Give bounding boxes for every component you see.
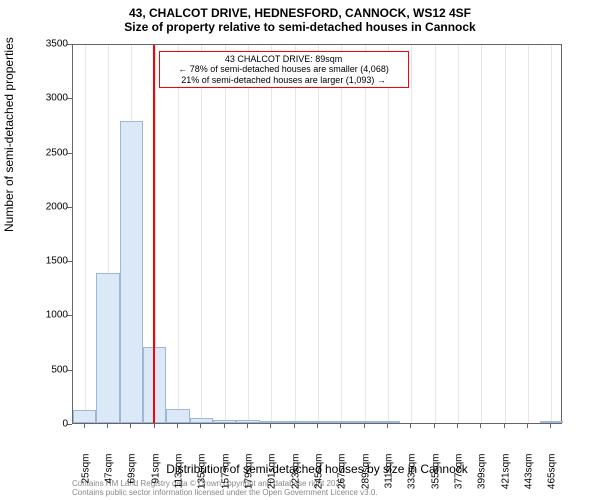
gridline-vertical: [341, 45, 342, 423]
x-tick-label: 333sqm: [407, 454, 418, 494]
histogram-bar: [143, 347, 166, 423]
x-tick-label: 311sqm: [384, 454, 395, 494]
histogram-bar: [166, 409, 189, 423]
chart-page: 43, CHALCOT DRIVE, HEDNESFORD, CANNOCK, …: [0, 0, 600, 500]
x-tick-label: 399sqm: [477, 454, 488, 494]
x-tick-mark: [107, 423, 108, 428]
y-tick-label: 2000: [8, 201, 68, 212]
histogram-bar: [96, 273, 119, 423]
x-tick-label: 355sqm: [430, 454, 441, 494]
gridline-vertical: [411, 45, 412, 423]
y-tick-label: 3500: [8, 39, 68, 50]
gridline-vertical: [225, 45, 226, 423]
x-tick-label: 157sqm: [220, 454, 231, 494]
histogram-bar: [73, 410, 96, 423]
x-tick-mark: [480, 423, 481, 428]
x-tick-mark: [270, 423, 271, 428]
gridline-vertical: [201, 45, 202, 423]
annotation-line1: 43 CHALCOT DRIVE: 89sqm: [164, 54, 404, 64]
annotation-line2: ← 78% of semi-detached houses are smalle…: [164, 64, 404, 74]
x-tick-label: 91sqm: [150, 454, 161, 494]
x-tick-mark: [200, 423, 201, 428]
x-tick-mark: [340, 423, 341, 428]
plot-area: 43 CHALCOT DRIVE: 89sqm← 78% of semi-det…: [72, 44, 562, 424]
y-tick-label: 2500: [8, 147, 68, 158]
gridline-vertical: [458, 45, 459, 423]
x-tick-mark: [247, 423, 248, 428]
x-tick-mark: [130, 423, 131, 428]
x-tick-label: 421sqm: [500, 454, 511, 494]
gridline-vertical: [481, 45, 482, 423]
x-tick-mark: [154, 423, 155, 428]
x-tick-label: 47sqm: [104, 454, 115, 494]
y-tick-label: 1000: [8, 310, 68, 321]
x-tick-mark: [364, 423, 365, 428]
x-tick-label: 135sqm: [197, 454, 208, 494]
gridline-vertical: [85, 45, 86, 423]
x-tick-label: 223sqm: [290, 454, 301, 494]
x-tick-mark: [177, 423, 178, 428]
x-tick-label: 289sqm: [360, 454, 371, 494]
gridline-vertical: [528, 45, 529, 423]
gridline-vertical: [178, 45, 179, 423]
x-tick-mark: [387, 423, 388, 428]
x-tick-mark: [84, 423, 85, 428]
x-tick-label: 377sqm: [454, 454, 465, 494]
histogram-bar: [283, 421, 306, 423]
subject-annotation-box: 43 CHALCOT DRIVE: 89sqm← 78% of semi-det…: [159, 51, 409, 88]
gridline-vertical: [505, 45, 506, 423]
histogram-bar: [213, 420, 236, 423]
x-tick-mark: [504, 423, 505, 428]
gridline-vertical: [551, 45, 552, 423]
x-tick-mark: [224, 423, 225, 428]
x-tick-mark: [410, 423, 411, 428]
gridline-vertical: [388, 45, 389, 423]
y-tick-label: 1500: [8, 256, 68, 267]
x-tick-label: 25sqm: [80, 454, 91, 494]
x-tick-label: 113sqm: [174, 454, 185, 494]
y-tick-label: 500: [8, 364, 68, 375]
x-tick-mark: [457, 423, 458, 428]
chart-title-line2: Size of property relative to semi-detach…: [0, 20, 600, 34]
histogram-bar: [353, 421, 376, 423]
gridline-vertical: [318, 45, 319, 423]
x-tick-label: 267sqm: [337, 454, 348, 494]
y-tick-label: 3000: [8, 93, 68, 104]
x-tick-mark: [527, 423, 528, 428]
y-tick-label: 0: [8, 419, 68, 430]
chart-titles: 43, CHALCOT DRIVE, HEDNESFORD, CANNOCK, …: [0, 6, 600, 34]
x-tick-mark: [317, 423, 318, 428]
x-tick-mark: [434, 423, 435, 428]
annotation-line3: 21% of semi-detached houses are larger (…: [164, 75, 404, 85]
gridline-vertical: [271, 45, 272, 423]
x-tick-label: 69sqm: [127, 454, 138, 494]
x-tick-mark: [294, 423, 295, 428]
x-tick-mark: [550, 423, 551, 428]
gridline-vertical: [435, 45, 436, 423]
x-tick-label: 245sqm: [314, 454, 325, 494]
gridline-vertical: [365, 45, 366, 423]
histogram-bar: [120, 121, 143, 423]
x-tick-label: 465sqm: [547, 454, 558, 494]
gridline-vertical: [248, 45, 249, 423]
x-tick-label: 201sqm: [267, 454, 278, 494]
x-tick-label: 179sqm: [244, 454, 255, 494]
gridline-vertical: [295, 45, 296, 423]
chart-title-line1: 43, CHALCOT DRIVE, HEDNESFORD, CANNOCK, …: [0, 6, 600, 20]
subject-marker-line: [153, 45, 155, 423]
x-tick-label: 443sqm: [524, 454, 535, 494]
